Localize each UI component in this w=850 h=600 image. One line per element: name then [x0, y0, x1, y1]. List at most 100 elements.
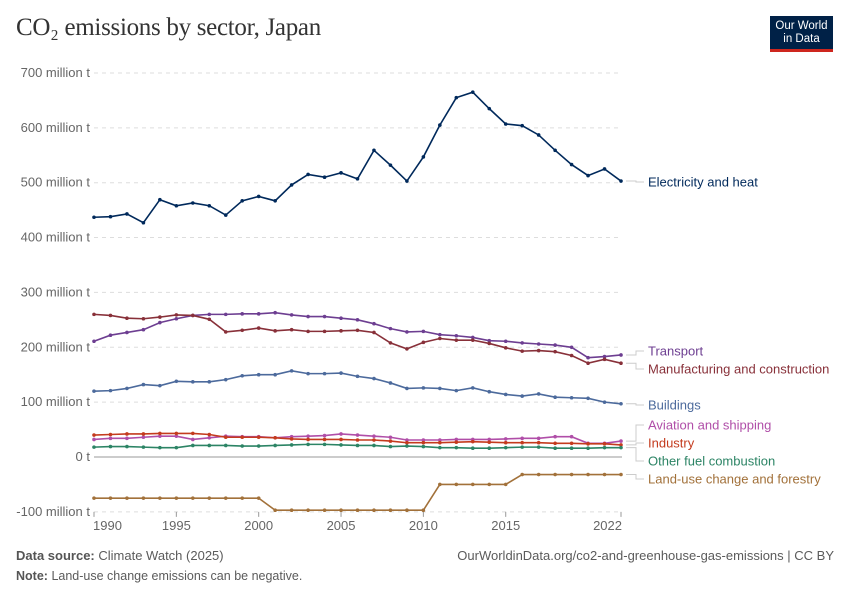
- data-point: [306, 434, 310, 438]
- source-text[interactable]: Climate Watch (2025): [98, 548, 224, 563]
- data-point: [223, 213, 228, 217]
- data-point: [619, 179, 623, 183]
- y-tick-label: 200 million t: [21, 339, 91, 354]
- data-source: Data source: Climate Watch (2025): [16, 548, 224, 563]
- label-connector: [626, 447, 644, 462]
- data-point: [158, 320, 162, 325]
- data-point: [322, 175, 327, 180]
- data-point: [174, 203, 179, 208]
- data-point: [355, 433, 360, 437]
- data-point: [273, 199, 277, 203]
- series-label: Electricity and heat: [648, 175, 758, 190]
- data-point: [125, 386, 129, 391]
- data-point: [569, 345, 574, 350]
- data-point: [553, 441, 557, 446]
- data-point: [223, 377, 228, 382]
- note-text: Land-use change emissions can be negativ…: [51, 569, 303, 583]
- data-point: [355, 328, 360, 333]
- data-point: [388, 444, 393, 449]
- data-point: [602, 472, 607, 477]
- data-point: [503, 445, 508, 450]
- data-point: [438, 336, 442, 341]
- data-point: [92, 389, 96, 393]
- data-point: [536, 348, 541, 353]
- data-point: [125, 432, 129, 436]
- data-point: [92, 312, 96, 317]
- note-label: Note:: [16, 569, 48, 583]
- data-point: [322, 433, 327, 438]
- data-point: [273, 508, 277, 513]
- data-point: [421, 438, 426, 442]
- data-point: [207, 443, 212, 448]
- data-point: [108, 444, 113, 449]
- data-point: [256, 372, 261, 377]
- data-point: [125, 444, 129, 449]
- data-point: [586, 396, 590, 401]
- data-point: [454, 95, 459, 100]
- data-point: [322, 314, 327, 319]
- data-point: [289, 369, 294, 373]
- data-point: [158, 434, 162, 438]
- data-point: [520, 123, 524, 128]
- data-point: [405, 508, 409, 513]
- data-point: [207, 203, 212, 208]
- data-point: [256, 444, 261, 448]
- data-point: [207, 435, 212, 440]
- data-point: [553, 343, 557, 347]
- data-point: [223, 330, 228, 334]
- data-point: [388, 435, 393, 440]
- series-label: Manufacturing and construction: [648, 362, 829, 377]
- chart-note: Note: Land-use change emissions can be n…: [16, 569, 302, 583]
- data-point: [141, 435, 146, 440]
- x-tick-label: 2010: [409, 518, 438, 533]
- data-point: [619, 361, 623, 365]
- data-point: [470, 446, 475, 451]
- data-point: [125, 316, 129, 321]
- source-url[interactable]: OurWorldinData.org/co2-and-greenhouse-ga…: [457, 548, 834, 563]
- data-point: [520, 349, 524, 353]
- data-point: [602, 354, 607, 359]
- data-point: [619, 401, 623, 406]
- data-point: [438, 386, 442, 391]
- y-tick-label: 0 t: [76, 449, 91, 464]
- x-tick-label: 2022: [593, 518, 622, 533]
- data-point: [470, 335, 475, 340]
- data-point: [339, 432, 343, 436]
- owid-logo[interactable]: Our World in Data: [770, 16, 833, 52]
- data-point: [372, 148, 376, 153]
- data-point: [273, 372, 277, 377]
- data-point: [256, 312, 261, 316]
- data-point: [372, 376, 376, 381]
- data-point: [322, 508, 327, 513]
- data-point: [388, 326, 393, 331]
- data-point: [108, 313, 113, 318]
- data-point: [108, 436, 113, 441]
- data-point: [602, 357, 607, 362]
- data-point: [141, 327, 146, 332]
- data-point: [125, 212, 129, 216]
- data-point: [487, 437, 492, 442]
- y-tick-label: 100 million t: [21, 394, 91, 409]
- data-point: [174, 379, 179, 384]
- data-point: [125, 330, 129, 335]
- data-point: [306, 442, 310, 447]
- data-point: [240, 312, 245, 316]
- data-point: [273, 443, 277, 448]
- data-point: [322, 442, 327, 447]
- data-point: [536, 445, 541, 449]
- data-point: [536, 342, 541, 346]
- data-point: [388, 163, 393, 167]
- data-point: [405, 330, 409, 334]
- data-point: [240, 328, 245, 333]
- data-point: [174, 313, 179, 317]
- data-point: [520, 472, 524, 477]
- data-point: [503, 437, 508, 441]
- y-tick-label: 600 million t: [21, 120, 91, 135]
- data-point: [602, 442, 607, 446]
- data-point: [454, 440, 459, 444]
- data-point: [536, 440, 541, 445]
- data-point: [306, 172, 310, 177]
- data-point: [141, 316, 146, 321]
- data-point: [503, 346, 508, 350]
